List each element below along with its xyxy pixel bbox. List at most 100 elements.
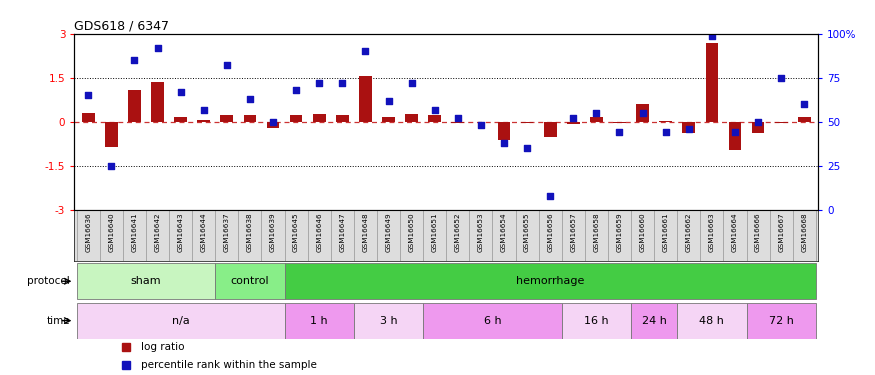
Text: 3 h: 3 h <box>380 316 397 326</box>
Text: 72 h: 72 h <box>769 316 794 326</box>
Text: GSM16650: GSM16650 <box>409 213 415 252</box>
Point <box>797 101 811 107</box>
Point <box>173 89 187 95</box>
Point <box>590 110 604 116</box>
Bar <box>405 114 418 122</box>
Bar <box>660 121 672 122</box>
Bar <box>677 303 746 339</box>
Point <box>359 48 373 54</box>
Point <box>220 63 234 69</box>
Point <box>428 106 442 112</box>
Text: GSM16652: GSM16652 <box>455 213 461 252</box>
Bar <box>359 76 372 122</box>
Bar <box>424 303 562 339</box>
Text: GSM16653: GSM16653 <box>478 213 484 252</box>
Text: hemorrhage: hemorrhage <box>516 276 584 286</box>
Text: GSM16658: GSM16658 <box>593 213 599 252</box>
Point <box>612 129 626 135</box>
Bar <box>498 122 510 140</box>
Text: GSM16655: GSM16655 <box>524 213 530 252</box>
Point <box>705 33 719 39</box>
Point <box>197 106 211 112</box>
Point <box>150 45 164 51</box>
Text: GSM16643: GSM16643 <box>178 213 184 252</box>
Point <box>104 163 118 169</box>
Text: log ratio: log ratio <box>142 342 185 352</box>
Point <box>128 57 142 63</box>
Point <box>566 116 580 122</box>
Text: protocol: protocol <box>27 276 70 286</box>
Text: GSM16649: GSM16649 <box>386 213 391 252</box>
Text: GSM16667: GSM16667 <box>778 213 784 252</box>
Bar <box>82 113 94 122</box>
Text: GSM16641: GSM16641 <box>131 213 137 252</box>
Point <box>289 87 303 93</box>
Bar <box>77 303 284 339</box>
Point <box>682 126 696 132</box>
Text: 6 h: 6 h <box>484 316 501 326</box>
Bar <box>382 117 395 122</box>
Point <box>659 129 673 135</box>
Bar <box>775 122 788 123</box>
Bar <box>429 116 441 122</box>
Bar <box>452 122 464 123</box>
Bar <box>798 117 810 122</box>
Text: GSM16639: GSM16639 <box>270 213 276 252</box>
Text: GSM16644: GSM16644 <box>200 213 206 252</box>
Bar <box>682 122 695 133</box>
Bar <box>746 303 816 339</box>
Point <box>520 146 534 152</box>
Bar <box>752 122 765 133</box>
Point <box>751 119 765 125</box>
Bar <box>290 114 303 122</box>
Text: GSM16638: GSM16638 <box>247 213 253 252</box>
Text: GSM16640: GSM16640 <box>108 213 115 252</box>
Bar <box>521 122 534 123</box>
Text: GSM16656: GSM16656 <box>547 213 553 252</box>
Text: n/a: n/a <box>172 316 190 326</box>
Point <box>243 96 257 102</box>
Bar <box>613 122 626 123</box>
Text: sham: sham <box>130 276 161 286</box>
Text: GSM16663: GSM16663 <box>709 213 715 252</box>
Text: GSM16660: GSM16660 <box>640 213 646 252</box>
Text: GSM16645: GSM16645 <box>293 213 299 252</box>
Point <box>382 98 396 104</box>
Text: GSM16666: GSM16666 <box>755 213 761 252</box>
Bar <box>590 117 603 122</box>
Text: GSM16646: GSM16646 <box>316 213 322 252</box>
Text: 16 h: 16 h <box>584 316 609 326</box>
Text: GSM16637: GSM16637 <box>224 213 230 252</box>
Point <box>335 80 349 86</box>
Bar <box>474 122 487 123</box>
Bar <box>267 122 279 128</box>
Text: GDS618 / 6347: GDS618 / 6347 <box>74 19 170 32</box>
Text: GSM16662: GSM16662 <box>686 213 692 252</box>
Text: GSM16647: GSM16647 <box>340 213 346 252</box>
Text: time: time <box>46 316 70 326</box>
Bar <box>313 114 326 122</box>
Text: GSM16642: GSM16642 <box>155 213 160 252</box>
Bar <box>705 43 718 122</box>
Point <box>81 93 95 99</box>
Text: percentile rank within the sample: percentile rank within the sample <box>142 360 318 370</box>
Text: GSM16651: GSM16651 <box>431 213 438 252</box>
Bar <box>284 303 354 339</box>
Bar <box>243 114 256 122</box>
Point <box>312 80 326 86</box>
Bar <box>567 122 579 124</box>
Text: GSM16668: GSM16668 <box>802 213 808 252</box>
Text: GSM16664: GSM16664 <box>732 213 738 252</box>
Point <box>774 75 788 81</box>
Bar <box>174 117 187 122</box>
Bar <box>77 263 215 299</box>
Bar <box>220 116 233 122</box>
Point <box>266 119 280 125</box>
Bar <box>284 263 816 299</box>
Text: control: control <box>231 276 270 286</box>
Bar <box>562 303 631 339</box>
Bar <box>198 120 210 122</box>
Text: 24 h: 24 h <box>641 316 667 326</box>
Bar <box>729 122 741 150</box>
Bar <box>336 116 348 122</box>
